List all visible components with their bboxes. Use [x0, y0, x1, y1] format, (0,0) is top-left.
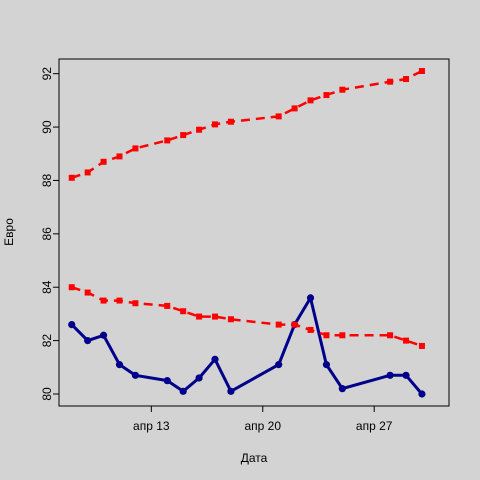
data-point — [116, 153, 123, 160]
series-line — [70, 293, 424, 395]
data-point — [212, 121, 218, 128]
series-line — [71, 286, 423, 348]
data-point — [99, 331, 108, 339]
y-tick-label: 86 — [40, 227, 54, 241]
series-2 — [68, 68, 425, 181]
y-tick-label: 88 — [40, 173, 54, 187]
x-tick-label: апр 20 — [244, 419, 281, 433]
data-point — [163, 377, 171, 385]
data-point — [322, 361, 331, 369]
data-point — [132, 145, 139, 152]
data-point — [196, 313, 203, 320]
x-tick-label: апр 27 — [356, 419, 393, 433]
data-point — [307, 97, 314, 104]
y-tick-label: 90 — [40, 120, 54, 134]
plot-area-frame — [58, 58, 450, 407]
data-point — [211, 355, 219, 363]
series-1 — [68, 293, 426, 398]
data-point — [291, 321, 298, 328]
data-point — [323, 332, 330, 339]
data-point — [212, 313, 218, 320]
y-tick-label: 92 — [40, 67, 54, 81]
data-point — [418, 342, 425, 349]
data-point — [100, 158, 107, 165]
data-point — [227, 118, 234, 125]
data-point — [68, 284, 75, 291]
data-point — [387, 332, 394, 339]
series-3 — [68, 284, 425, 349]
data-point — [116, 297, 123, 304]
data-point — [180, 132, 187, 139]
y-tick-label: 82 — [40, 334, 54, 348]
data-point — [132, 300, 139, 307]
data-point — [339, 332, 346, 339]
y-axis-label: Евро — [2, 218, 16, 246]
data-point — [68, 320, 76, 329]
x-axis: апр 13 апр 20 апр 27 — [133, 406, 393, 433]
data-point — [338, 385, 346, 393]
data-point — [403, 76, 410, 83]
data-point — [84, 289, 91, 296]
series-layer — [68, 68, 426, 398]
data-point — [275, 361, 283, 369]
data-point — [275, 321, 282, 328]
data-point — [164, 137, 171, 144]
data-point — [196, 126, 203, 133]
y-tick-label: 80 — [40, 387, 54, 401]
data-point — [195, 374, 203, 382]
data-point — [227, 387, 235, 395]
data-point — [402, 371, 410, 379]
data-point — [131, 371, 140, 379]
x-tick-label: апр 13 — [133, 419, 170, 433]
series-line — [71, 69, 423, 179]
data-point — [115, 361, 124, 369]
data-point — [275, 113, 282, 120]
data-point — [306, 294, 315, 302]
data-point — [418, 390, 426, 398]
y-tick-label: 84 — [40, 280, 54, 294]
data-point — [164, 302, 171, 309]
data-point — [84, 169, 91, 176]
data-point — [100, 297, 107, 304]
data-point — [179, 387, 187, 395]
data-point — [339, 86, 346, 93]
data-point — [84, 337, 92, 345]
data-point — [180, 308, 187, 315]
data-point — [387, 78, 394, 85]
y-axis: 80 82 84 86 88 90 92 — [40, 67, 59, 401]
data-point — [323, 92, 330, 99]
data-point — [227, 316, 234, 323]
x-axis-label: Дата — [241, 451, 268, 465]
data-point — [403, 337, 410, 344]
data-point — [307, 326, 314, 333]
data-point — [386, 371, 394, 379]
data-point — [68, 174, 75, 181]
data-point — [418, 68, 425, 75]
data-point — [291, 105, 298, 112]
